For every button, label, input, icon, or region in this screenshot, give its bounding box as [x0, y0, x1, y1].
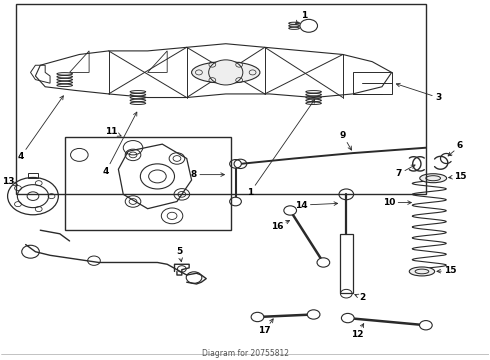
Circle shape [209, 60, 243, 85]
Text: 10: 10 [383, 198, 411, 207]
Ellipse shape [420, 174, 446, 183]
Text: 8: 8 [191, 170, 224, 179]
Circle shape [317, 258, 330, 267]
Text: 3: 3 [396, 83, 441, 102]
Text: 16: 16 [271, 220, 290, 231]
Text: 6: 6 [448, 141, 463, 156]
Text: 7: 7 [396, 165, 415, 179]
Text: 14: 14 [295, 201, 338, 210]
Text: 9: 9 [340, 131, 351, 150]
Circle shape [284, 206, 296, 215]
Bar [340, 234, 353, 293]
Text: 11: 11 [105, 127, 121, 136]
Ellipse shape [192, 62, 260, 83]
Text: 1: 1 [247, 99, 315, 197]
Bar [16, 4, 426, 194]
Circle shape [251, 312, 264, 321]
Text: 12: 12 [351, 324, 364, 339]
Text: 5: 5 [176, 247, 182, 262]
Text: 4: 4 [103, 112, 137, 176]
Text: 15: 15 [449, 172, 466, 181]
Circle shape [230, 159, 242, 168]
Text: 15: 15 [437, 266, 457, 275]
Ellipse shape [409, 267, 435, 276]
Text: 2: 2 [355, 293, 366, 302]
Text: 17: 17 [259, 319, 273, 335]
Text: 4: 4 [18, 96, 63, 161]
Circle shape [342, 314, 354, 323]
Circle shape [230, 197, 242, 206]
Bar [65, 137, 231, 230]
Circle shape [307, 310, 320, 319]
Text: Diagram for 20755812: Diagram for 20755812 [202, 348, 289, 357]
Text: 13: 13 [2, 177, 18, 186]
Text: 1: 1 [295, 10, 307, 24]
Circle shape [419, 320, 432, 330]
